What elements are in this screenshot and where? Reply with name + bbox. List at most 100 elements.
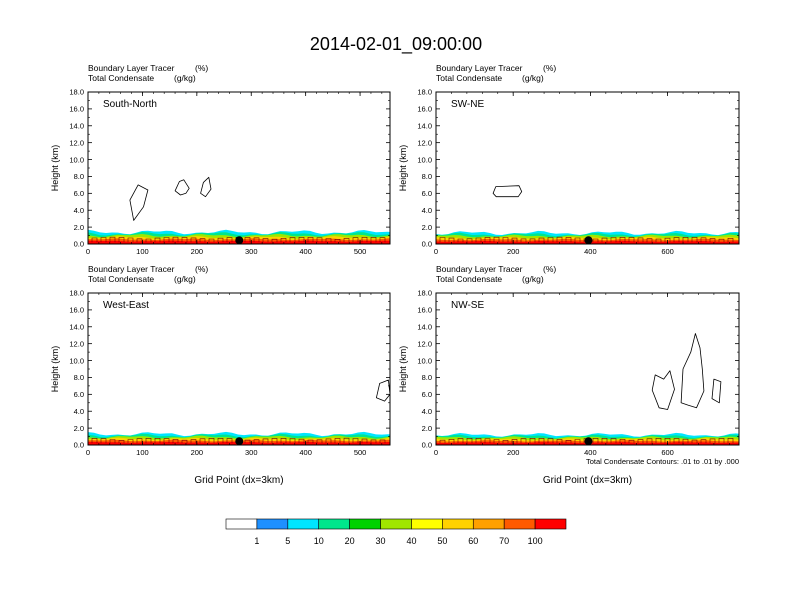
colorbar-label: 40	[406, 536, 416, 546]
y-tick-label: 8.0	[74, 172, 84, 181]
panels: Boundary Layer Tracer (%) Total Condensate…	[50, 63, 740, 486]
x-tick-label: 600	[661, 247, 674, 256]
cloud-contour	[711, 378, 722, 404]
y-tick-label: 10.0	[417, 356, 432, 365]
y-tick-label: 8.0	[74, 373, 84, 382]
colorbar-box	[442, 518, 474, 530]
colorbar-label: 100	[528, 536, 543, 546]
condensate-contours-low	[91, 437, 386, 444]
colorbar-label: 70	[499, 536, 509, 546]
condensate-contours-low	[91, 236, 386, 243]
panel-units2: (g/kg)	[522, 274, 544, 284]
panel-units2: (g/kg)	[174, 274, 196, 284]
y-tick-label: 14.0	[417, 121, 432, 130]
x-axis-title: Grid Point (dx=3km)	[194, 475, 283, 486]
x-tick-label: 400	[584, 247, 597, 256]
y-tick-label: 18.0	[417, 289, 432, 298]
boundary-layer-field	[436, 333, 739, 445]
contour-footnote: Total Condensate Contours: .01 to .01 by…	[586, 457, 739, 466]
colorbar-box	[534, 518, 567, 530]
colorbar-label: 1	[254, 536, 259, 546]
y-tick-label: 4.0	[74, 206, 84, 215]
y-tick-label: 6.0	[74, 390, 84, 399]
colorbar-label: 50	[437, 536, 447, 546]
panel-field2: Total Condensate	[88, 274, 154, 284]
panel-units2: (g/kg)	[174, 73, 196, 83]
panel-field2: Total Condensate	[88, 73, 154, 83]
y-tick-label: 16.0	[417, 306, 432, 315]
panel-west-east: Boundary Layer Tracer (%) Total Condensate…	[50, 264, 391, 486]
y-tick-label: 6.0	[422, 390, 432, 399]
x-tick-label: 200	[507, 448, 520, 457]
colorbar-label: 5	[285, 536, 290, 546]
y-tick-label: 16.0	[69, 306, 84, 315]
y-tick-label: 4.0	[74, 407, 84, 416]
colorbar-label: 60	[468, 536, 478, 546]
panel-frame	[435, 292, 740, 446]
panel-label: South-North	[103, 99, 157, 110]
panel-field1: Boundary Layer Tracer	[88, 63, 175, 73]
y-tick-label: 6.0	[74, 189, 84, 198]
y-tick-label: 0.0	[422, 240, 432, 249]
y-tick-label: 14.0	[69, 322, 84, 331]
colorbar-box	[225, 518, 258, 530]
panel-nw-se: Boundary Layer Tracer (%) Total Condensate…	[398, 264, 740, 486]
x-tick-label: 0	[434, 448, 438, 457]
panel-units2: (g/kg)	[522, 73, 544, 83]
x-tick-label: 0	[86, 448, 90, 457]
location-marker	[584, 437, 593, 446]
colorbar-box	[287, 518, 320, 530]
panel-label: NW-SE	[451, 300, 484, 311]
panel-units1: (%)	[543, 63, 556, 73]
x-tick-label: 400	[584, 448, 597, 457]
location-marker	[235, 437, 244, 446]
y-tick-label: 12.0	[69, 339, 84, 348]
y-tick-label: 8.0	[422, 172, 432, 181]
figure-title: 2014-02-01_09:00:00	[310, 34, 482, 55]
x-axis-title: Grid Point (dx=3km)	[543, 475, 632, 486]
panel-field1: Boundary Layer Tracer	[88, 264, 175, 274]
colorbar-box	[472, 518, 505, 530]
x-tick-label: 400	[299, 247, 312, 256]
y-tick-label: 18.0	[69, 88, 84, 97]
colorbar-box	[411, 518, 443, 530]
y-tick-label: 10.0	[417, 155, 432, 164]
y-tick-label: 0.0	[74, 441, 84, 450]
colorbar-box	[349, 518, 381, 530]
y-tick-label: 10.0	[69, 155, 84, 164]
cloud-contour	[200, 176, 212, 198]
cloud-contour	[174, 179, 190, 196]
y-tick-label: 12.0	[417, 339, 432, 348]
y-tick-label: 8.0	[422, 373, 432, 382]
y-tick-label: 14.0	[417, 322, 432, 331]
boundary-layer-field	[88, 176, 390, 244]
x-tick-label: 0	[86, 247, 90, 256]
x-tick-label: 200	[191, 247, 204, 256]
panel-sw-ne: Boundary Layer Tracer (%) Total Condensate…	[398, 63, 740, 256]
colorbar-label: 20	[345, 536, 355, 546]
colorbar-box	[503, 518, 536, 530]
x-tick-label: 0	[434, 247, 438, 256]
condensate-contours-low	[439, 438, 734, 444]
y-axis-title: Height (km)	[50, 145, 60, 192]
location-marker	[584, 236, 593, 245]
y-tick-label: 10.0	[69, 356, 84, 365]
condensate-contours-low	[439, 236, 734, 243]
cloud-contour	[376, 379, 390, 402]
y-tick-label: 4.0	[422, 206, 432, 215]
boundary-layer-field	[436, 185, 739, 244]
panel-frame	[435, 91, 740, 245]
panel-frame	[87, 91, 391, 245]
x-tick-label: 100	[136, 448, 149, 457]
panel-south-north: Boundary Layer Tracer (%) Total Condensate…	[50, 63, 391, 256]
y-axis-title: Height (km)	[50, 346, 60, 393]
y-tick-label: 14.0	[69, 121, 84, 130]
y-tick-label: 12.0	[417, 138, 432, 147]
x-tick-label: 300	[245, 247, 258, 256]
panel-units1: (%)	[195, 264, 208, 274]
y-tick-label: 16.0	[69, 105, 84, 114]
colorbar-label: 10	[314, 536, 324, 546]
colorbar-box	[256, 518, 289, 530]
x-tick-label: 500	[354, 247, 367, 256]
